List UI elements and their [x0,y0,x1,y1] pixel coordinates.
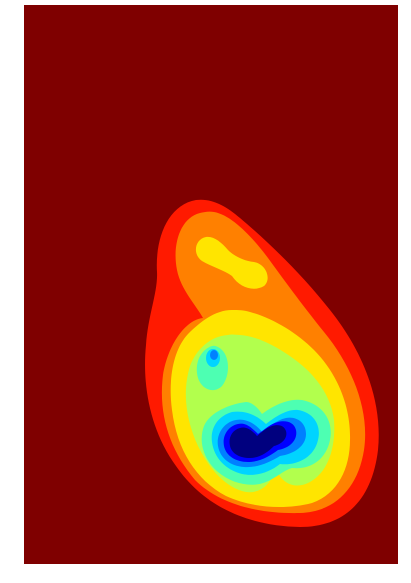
contour-band-level-4-left [196,345,228,391]
contour-band-level-6-top [195,236,268,289]
contour-band-level-0 [229,425,287,458]
contour-layers [145,199,379,527]
contour-band-level-2-left [210,350,218,360]
